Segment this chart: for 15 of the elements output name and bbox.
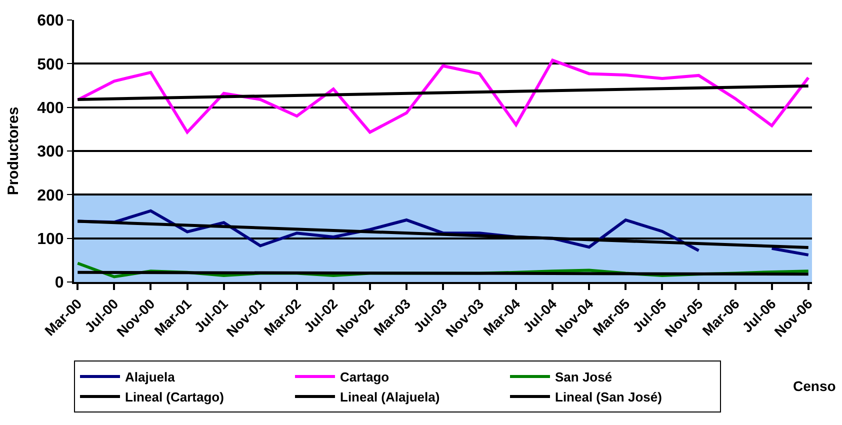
y-tick-label: 600: [37, 12, 64, 30]
y-tick-label: 200: [37, 187, 64, 204]
legend-label: Alajuela: [125, 370, 176, 385]
legend-label: Cartago: [340, 370, 390, 385]
y-tick-label: 300: [37, 144, 64, 161]
legend-label: Lineal (San José): [555, 390, 662, 405]
legend-label: San José: [555, 370, 612, 385]
y-tick-label: 400: [37, 100, 64, 117]
y-tick-label: 0: [54, 274, 64, 292]
y-tick-label: 100: [37, 230, 64, 248]
legend-label: Lineal (Alajuela): [340, 390, 440, 405]
text: Censo: [793, 378, 836, 394]
y-axis-title: Productores: [4, 106, 22, 196]
y-tick-label: 500: [37, 56, 64, 74]
legend-label: Lineal (Cartago): [125, 390, 224, 405]
